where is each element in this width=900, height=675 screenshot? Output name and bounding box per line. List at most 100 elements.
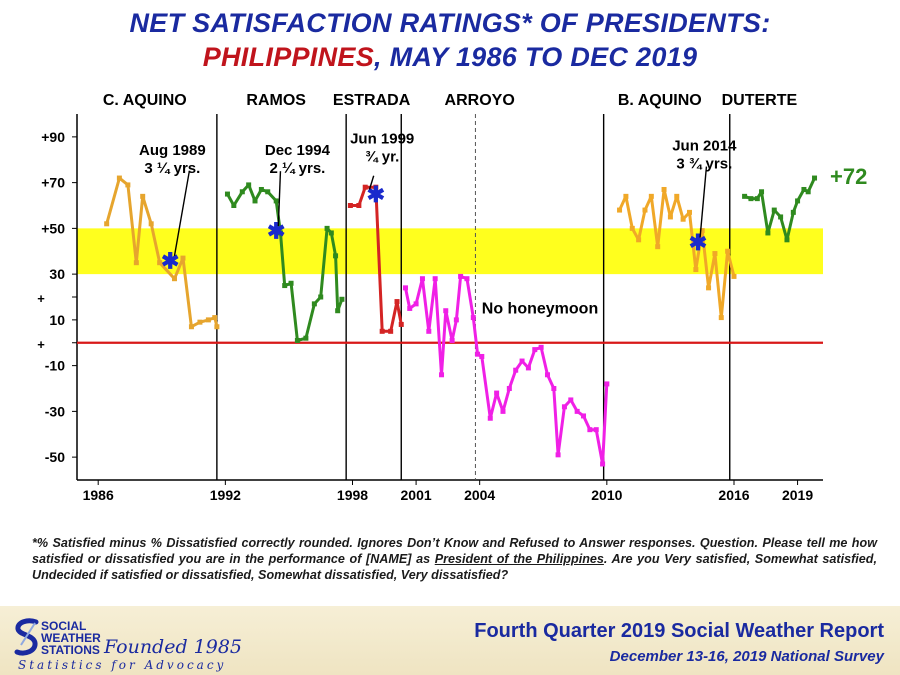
data-point-ramos bbox=[224, 191, 230, 197]
x-tick-label: 2016 bbox=[718, 487, 749, 503]
data-point-c_aquino bbox=[171, 276, 177, 282]
data-point-b_aquino bbox=[718, 315, 724, 321]
annotation-label: 3 ¼ yrs. bbox=[144, 160, 200, 177]
footnote-part1: *% Satisfied minus % Dissatisfied correc… bbox=[32, 536, 877, 566]
data-point-arroyo bbox=[453, 317, 459, 323]
latest-value-label: +72 bbox=[830, 164, 867, 189]
data-point-c_aquino bbox=[197, 319, 203, 325]
data-point-b_aquino bbox=[667, 214, 673, 220]
data-point-b_aquino bbox=[623, 193, 629, 199]
series-line-estrada bbox=[350, 185, 403, 333]
data-point-arroyo bbox=[407, 305, 413, 311]
data-point-arroyo bbox=[402, 285, 408, 291]
x-tick-label: 2019 bbox=[782, 487, 813, 503]
data-point-arroyo bbox=[581, 413, 587, 419]
data-point-estrada bbox=[388, 328, 394, 334]
data-point-arroyo bbox=[555, 452, 561, 458]
x-tick-label: 2010 bbox=[591, 487, 622, 503]
data-point-b_aquino bbox=[731, 273, 737, 279]
y-tick-label: +50 bbox=[41, 220, 65, 236]
logo-word-3: STATIONS bbox=[41, 643, 100, 657]
annotation-label: Aug 1989 bbox=[139, 142, 206, 159]
data-point-arroyo bbox=[551, 386, 557, 391]
data-point-arroyo bbox=[470, 315, 476, 321]
data-point-arroyo bbox=[538, 344, 544, 350]
data-point-ramos bbox=[252, 198, 258, 204]
data-point-ramos bbox=[277, 230, 283, 236]
data-point-arroyo bbox=[600, 461, 606, 467]
logo-founded: Founded 1985 bbox=[104, 636, 243, 658]
y-tick-label: +70 bbox=[41, 175, 65, 191]
logo-tagline: Statistics for Advocacy bbox=[18, 658, 227, 672]
y-plus-label: + bbox=[37, 337, 45, 352]
president-label: ESTRADA bbox=[333, 92, 411, 109]
data-point-ramos bbox=[246, 182, 252, 188]
data-point-estrada bbox=[398, 321, 404, 327]
x-tick-label: 2004 bbox=[464, 487, 495, 503]
data-point-arroyo bbox=[475, 351, 481, 357]
data-point-b_aquino bbox=[655, 244, 661, 250]
data-point-c_aquino bbox=[148, 221, 154, 227]
data-point-estrada bbox=[394, 299, 400, 305]
data-point-duterte bbox=[784, 237, 790, 243]
data-point-ramos bbox=[339, 296, 345, 302]
footer: SOCIAL WEATHER STATIONS Founded 1985 Sta… bbox=[0, 606, 900, 675]
president-label: B. AQUINO bbox=[618, 92, 702, 109]
data-point-estrada bbox=[373, 184, 379, 190]
data-point-arroyo bbox=[532, 347, 538, 353]
data-point-b_aquino bbox=[680, 216, 686, 222]
y-tick-label: 30 bbox=[49, 266, 65, 282]
data-point-duterte bbox=[748, 196, 754, 202]
net-satisfaction-chart: +90 +70 +50 30 10 -10 -30 -50 + +1986 1992 1998 2001… bbox=[37, 92, 867, 503]
data-point-arroyo bbox=[506, 386, 512, 391]
data-point-arroyo bbox=[426, 328, 432, 334]
data-point-c_aquino bbox=[188, 324, 194, 330]
report-subtitle: December 13-16, 2019 National Survey bbox=[609, 648, 884, 665]
annotation-arrow bbox=[173, 171, 191, 256]
annotation-arrow bbox=[368, 175, 375, 190]
data-point-ramos bbox=[231, 203, 237, 208]
annotation-arrow bbox=[277, 171, 282, 227]
annotation-label: 3 ¾ yrs. bbox=[676, 156, 732, 173]
data-point-b_aquino bbox=[693, 267, 699, 273]
data-point-estrada bbox=[379, 328, 385, 334]
data-point-c_aquino bbox=[133, 260, 139, 266]
data-point-duterte bbox=[795, 198, 801, 204]
chart-title-line1: NET SATISFACTION RATINGS* OF PRESIDENTS: bbox=[129, 8, 771, 38]
y-tick-label: +90 bbox=[41, 129, 65, 145]
data-point-estrada bbox=[356, 203, 362, 208]
anniversary-marker-icon: ✱ bbox=[689, 230, 707, 255]
data-point-b_aquino bbox=[686, 209, 692, 215]
data-point-ramos bbox=[333, 253, 339, 259]
footnote: *% Satisfied minus % Dissatisfied correc… bbox=[32, 535, 877, 583]
data-point-arroyo bbox=[458, 273, 464, 279]
x-tick-label: 1986 bbox=[83, 487, 114, 503]
data-point-arroyo bbox=[561, 404, 567, 410]
data-point-c_aquino bbox=[212, 315, 218, 321]
data-point-arroyo bbox=[487, 415, 493, 421]
data-point-duterte bbox=[801, 186, 807, 192]
data-point-b_aquino bbox=[699, 228, 705, 234]
data-point-arroyo bbox=[604, 381, 610, 387]
data-point-ramos bbox=[335, 308, 341, 314]
data-point-ramos bbox=[265, 189, 271, 195]
data-point-b_aquino bbox=[636, 237, 642, 243]
data-point-duterte bbox=[759, 189, 765, 195]
data-point-b_aquino bbox=[725, 248, 731, 254]
data-point-c_aquino bbox=[116, 175, 122, 181]
data-point-estrada bbox=[347, 203, 353, 208]
data-point-b_aquino bbox=[661, 186, 667, 192]
footnote-underlined: President of the Philippines bbox=[434, 552, 604, 566]
data-point-ramos bbox=[294, 337, 300, 343]
logo-word-2: WEATHER bbox=[41, 631, 101, 645]
data-point-arroyo bbox=[544, 372, 550, 378]
data-point-duterte bbox=[771, 207, 777, 213]
president-label: C. AQUINO bbox=[103, 92, 187, 109]
data-point-arroyo bbox=[587, 427, 593, 433]
sws-logo: SOCIAL WEATHER STATIONS Founded 1985 Sta… bbox=[14, 618, 244, 672]
y-tick-label: -10 bbox=[45, 358, 65, 374]
y-tick-label: 10 bbox=[49, 312, 65, 328]
data-point-ramos bbox=[328, 230, 334, 236]
data-point-duterte bbox=[778, 214, 784, 220]
data-point-ramos bbox=[239, 189, 245, 195]
